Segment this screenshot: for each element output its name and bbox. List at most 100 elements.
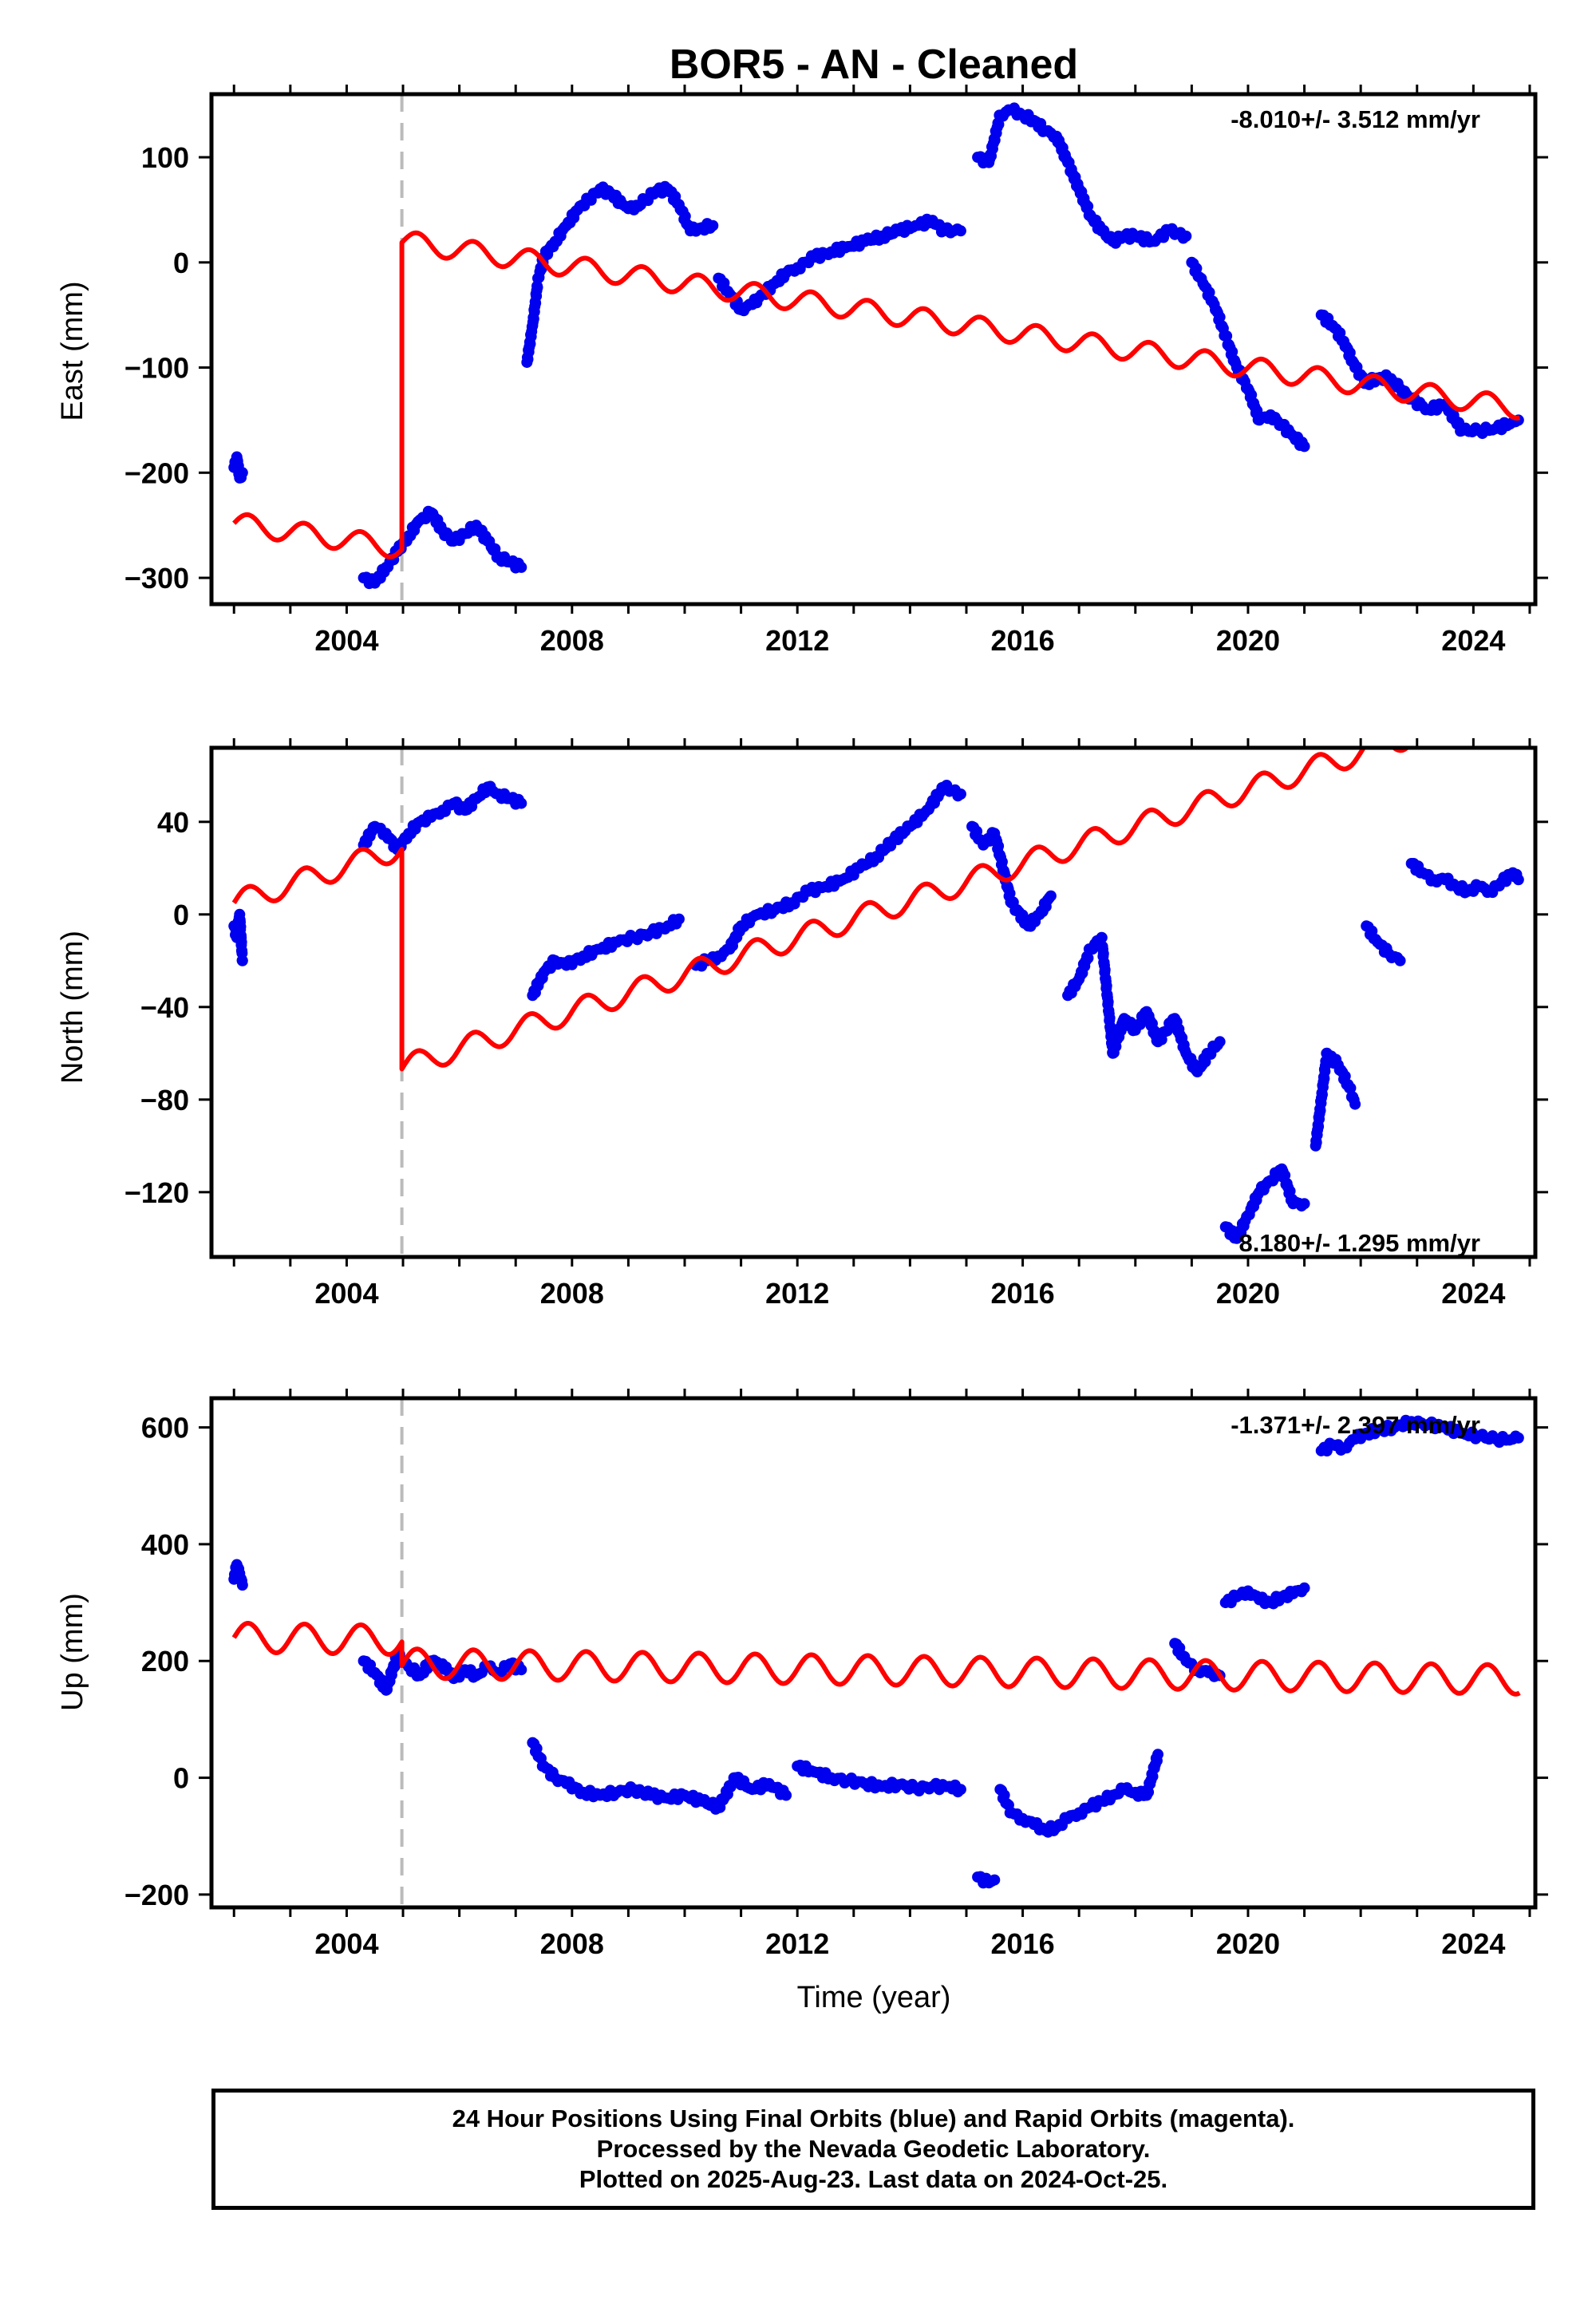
north-ylabel: North (mm) xyxy=(56,931,89,1084)
north-data-point xyxy=(516,797,527,809)
north-series-7 xyxy=(1310,1047,1361,1152)
north-series-2 xyxy=(527,913,685,1002)
up-series-4 xyxy=(972,1871,1001,1889)
up-series-7 xyxy=(1219,1582,1310,1610)
north-panel: North (mm) 2004 2008 2012 2016 2020 2024 −120 −… xyxy=(56,738,1548,1310)
north-series-4 xyxy=(966,820,1057,932)
north-x-tick-label: 2016 xyxy=(991,1277,1055,1310)
up-frame xyxy=(209,1396,1538,1910)
x-axis-label: Time (year) xyxy=(797,1981,951,2014)
up-series-5 xyxy=(994,1749,1164,1838)
east-data-point xyxy=(1344,346,1356,358)
north-y-tick-label: −40 xyxy=(140,991,189,1024)
up-series-8 xyxy=(1315,1414,1524,1456)
east-series-1 xyxy=(358,505,527,590)
north-data-point xyxy=(954,788,966,800)
north-model-curve xyxy=(231,748,1411,1072)
north-data-point xyxy=(1339,1070,1351,1082)
footer-note: 24 Hour Positions Using Final Orbits (bl… xyxy=(211,2089,1535,2210)
north-data-point xyxy=(1349,1098,1361,1110)
north-series-0 xyxy=(228,908,248,966)
east-series-3 xyxy=(713,213,966,317)
north-data-point xyxy=(235,921,247,933)
east-data-point xyxy=(531,282,543,294)
east-data-point xyxy=(993,118,1005,130)
east-x-tick-label: 2012 xyxy=(765,624,829,657)
east-x-tick-label: 2004 xyxy=(314,624,378,657)
east-data-point xyxy=(1180,230,1192,242)
footer-line-3: Plotted on 2025-Aug-23. Last data on 202… xyxy=(579,2165,1168,2193)
north-x-tick-label: 2020 xyxy=(1216,1277,1280,1310)
north-series-9 xyxy=(1405,857,1524,899)
up-x-tick-label: 2008 xyxy=(540,1927,604,1960)
east-data-point xyxy=(707,219,719,231)
north-series-8 xyxy=(1361,920,1406,966)
up-data-point xyxy=(236,1579,248,1591)
east-data-point xyxy=(1227,346,1238,358)
east-data-point xyxy=(1221,330,1233,342)
east-y-tick-label: 100 xyxy=(141,141,189,174)
north-data-point xyxy=(1096,931,1108,943)
up-x-tick-label: 2024 xyxy=(1441,1927,1505,1960)
north-data-point xyxy=(1104,1012,1116,1024)
east-data-point xyxy=(954,225,966,237)
up-data-point xyxy=(780,1789,792,1801)
up-x-tick-label: 2020 xyxy=(1216,1927,1280,1960)
east-series-0 xyxy=(228,451,248,484)
east-model-curve xyxy=(232,230,1521,559)
up-series-1 xyxy=(358,1648,527,1696)
north-data-point xyxy=(1045,890,1057,902)
up-data-point xyxy=(1298,1582,1310,1594)
north-frame xyxy=(209,745,1538,1259)
east-y-tick-label: 0 xyxy=(173,247,189,279)
up-data-point xyxy=(989,1874,1001,1886)
east-x-tick-label: 2016 xyxy=(991,624,1055,657)
up-y-tick-label: 200 xyxy=(141,1645,189,1678)
north-y-tick-label: 40 xyxy=(157,806,189,839)
up-data-point xyxy=(954,1784,966,1796)
up-y-tick-label: 0 xyxy=(173,1762,189,1795)
north-rate-label: 8.180+/- 1.295 mm/yr xyxy=(1239,1229,1480,1257)
north-data-point xyxy=(1102,996,1114,1008)
north-data-point xyxy=(1082,952,1094,964)
north-data-point xyxy=(1099,964,1111,976)
north-y-tick-label: −80 xyxy=(140,1084,189,1117)
north-y-tick-label: −120 xyxy=(124,1176,189,1209)
east-x-tick-label: 2024 xyxy=(1441,624,1505,657)
north-x-tick-label: 2024 xyxy=(1441,1277,1505,1310)
east-series-5 xyxy=(1186,256,1310,453)
east-panel: East (mm) 2004 2008 2012 2016 2020 2024 −300 −2… xyxy=(56,85,1548,657)
east-data-point xyxy=(1298,441,1310,453)
east-data-point xyxy=(1082,200,1094,212)
east-data-point xyxy=(1214,311,1226,323)
up-model-curve xyxy=(231,1621,1521,1697)
east-x-tick-label: 2008 xyxy=(540,624,604,657)
up-series-2 xyxy=(527,1737,792,1815)
east-series-4 xyxy=(972,102,1192,249)
footer-line-1: 24 Hour Positions Using Final Orbits (bl… xyxy=(452,2105,1295,2132)
up-x-tick-label: 2012 xyxy=(765,1927,829,1960)
north-data-point xyxy=(996,856,1008,868)
east-data-point xyxy=(236,467,248,479)
up-data-point xyxy=(1512,1432,1524,1444)
up-rate-label: -1.371+/- 2.397 mm/yr xyxy=(1231,1411,1480,1439)
up-y-tick-label: −200 xyxy=(124,1879,189,1911)
north-data-point xyxy=(1394,954,1406,966)
north-data-point xyxy=(1345,1082,1357,1094)
north-series-5 xyxy=(1062,931,1226,1077)
up-series-6 xyxy=(1169,1638,1226,1682)
north-series-6 xyxy=(1219,1163,1310,1244)
north-y-tick-label: 0 xyxy=(173,899,189,931)
north-data-point xyxy=(1214,1036,1226,1048)
up-data-point xyxy=(516,1664,527,1676)
north-data-point xyxy=(1512,874,1524,886)
north-x-tick-label: 2008 xyxy=(540,1277,604,1310)
up-series-3 xyxy=(792,1759,966,1798)
north-data-point xyxy=(1097,947,1109,959)
east-y-tick-label: −300 xyxy=(124,562,189,595)
east-series-6 xyxy=(1315,309,1524,440)
up-x-tick-label: 2004 xyxy=(314,1927,378,1960)
up-ylabel: Up (mm) xyxy=(56,1593,89,1711)
up-series-0 xyxy=(228,1559,248,1591)
